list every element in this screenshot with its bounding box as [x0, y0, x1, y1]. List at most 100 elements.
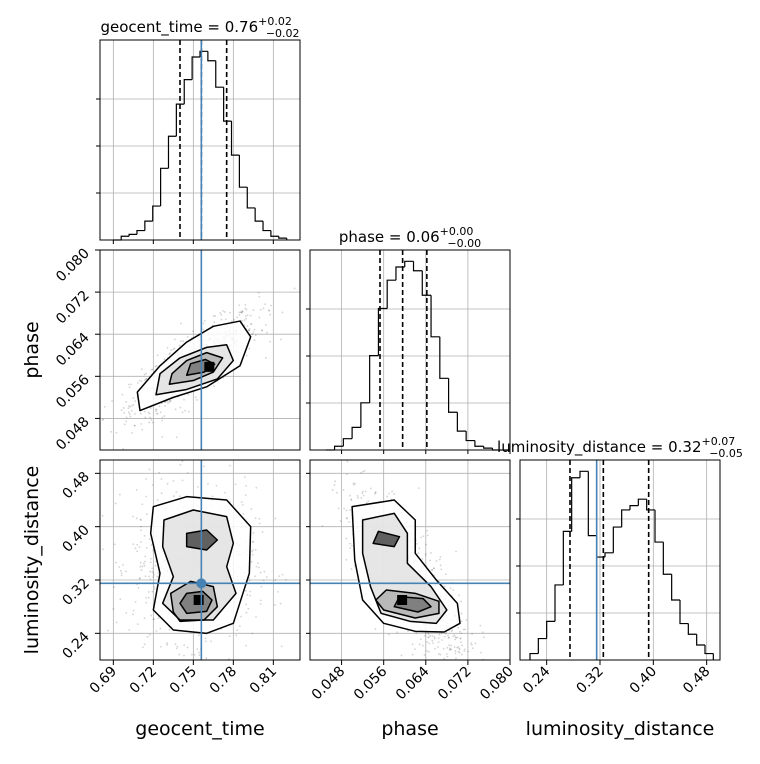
scatter-point: [120, 574, 123, 577]
scatter-point: [244, 307, 247, 310]
y-tick-label: 0.32: [59, 576, 92, 609]
scatter-point: [255, 486, 258, 489]
title-minus: −0.05: [709, 447, 743, 460]
y-tick-label: 0.048: [53, 414, 93, 454]
scatter-point: [281, 311, 284, 314]
scatter-point: [198, 654, 201, 656]
scatter-point: [450, 630, 453, 633]
scatter-point: [480, 702, 482, 704]
scatter-point: [418, 547, 421, 550]
scatter-point: [155, 412, 158, 415]
scatter-point: [426, 534, 429, 537]
scatter-point: [154, 408, 157, 411]
scatter-point: [140, 525, 142, 528]
scatter-point: [249, 314, 252, 317]
scatter-point: [365, 502, 368, 504]
scatter-point: [238, 313, 241, 316]
scatter-point: [457, 645, 460, 648]
scatter-point: [158, 405, 161, 408]
scatter-point: [440, 632, 443, 635]
scatter-point: [224, 318, 227, 321]
scatter-point: [346, 413, 348, 415]
scatter-point: [245, 308, 248, 311]
scatter-point: [169, 399, 172, 402]
scatter-point: [149, 416, 152, 419]
scatter-point: [235, 634, 238, 637]
scatter-point: [438, 633, 441, 636]
hist-bar: [404, 260, 414, 267]
scatter-point: [362, 494, 365, 497]
scatter-point: [349, 494, 351, 497]
scatter-point: [156, 575, 159, 578]
scatter-point: [151, 368, 154, 371]
scatter-point: [260, 329, 263, 332]
scatter-point: [128, 405, 130, 407]
contour-line: [375, 589, 440, 619]
scatter-point: [151, 567, 154, 570]
scatter-point: [125, 612, 128, 614]
scatter-point: [439, 556, 442, 558]
scatter-point: [423, 654, 426, 656]
scatter-point: [204, 640, 207, 643]
scatter-point: [293, 287, 296, 290]
scatter-point: [210, 640, 212, 643]
scatter-point: [411, 653, 414, 656]
hist-bar: [456, 412, 467, 432]
scatter-point: [144, 555, 147, 558]
x-tick-label: 0.056: [351, 663, 391, 703]
scatter-point: [241, 504, 244, 506]
scatter-point: [112, 608, 115, 610]
scatter-point: [460, 620, 463, 623]
scatter-point: [178, 344, 181, 347]
scatter-point: [238, 625, 241, 628]
scatter-point: [242, 512, 245, 515]
scatter-point: [465, 619, 468, 621]
hist-bar: [351, 426, 361, 439]
scatter-point: [137, 587, 140, 589]
scatter-point: [197, 651, 200, 654]
hist-bar: [175, 103, 185, 137]
scatter-point: [433, 637, 436, 640]
scatter-point: [258, 566, 260, 569]
scatter-point: [342, 489, 345, 491]
scatter-point: [173, 347, 176, 350]
scatter-point: [458, 647, 461, 650]
scatter-point: [424, 552, 427, 555]
scatter-point: [132, 543, 135, 546]
scatter-point: [441, 639, 443, 641]
scatter-point: [155, 408, 158, 411]
hist-bar: [704, 644, 714, 655]
scatter-point: [426, 641, 429, 643]
scatter-point: [460, 632, 463, 635]
scatter-point: [213, 385, 215, 388]
scatter-point: [252, 532, 255, 534]
x-tick-label: 0.080: [477, 664, 517, 704]
scatter-point: [130, 383, 132, 386]
scatter-point: [127, 411, 130, 414]
scatter-point: [161, 435, 164, 438]
scatter-point: [346, 460, 349, 463]
scatter-point: [139, 577, 141, 580]
hist-title-phase: phase = 0.06+0.00 −0.00: [339, 225, 481, 250]
scatter-point: [479, 676, 481, 678]
hist-bar: [571, 477, 580, 532]
hist-bar: [579, 470, 589, 478]
scatter-point: [259, 308, 262, 311]
scatter-point: [186, 336, 189, 338]
scatter-point: [258, 295, 261, 298]
scatter-point: [161, 419, 164, 422]
scatter-point: [481, 631, 484, 634]
scatter-point: [132, 403, 135, 406]
scatter-point: [152, 576, 155, 578]
hist-bar: [262, 221, 271, 232]
scatter-point: [362, 470, 364, 473]
scatter-point: [197, 634, 200, 637]
scatter-point: [140, 569, 143, 571]
hist-bar: [621, 509, 630, 528]
scatter-point: [164, 405, 167, 407]
scatter-point: [211, 495, 214, 498]
scatter-point: [349, 509, 352, 511]
scatter-point: [273, 604, 276, 606]
hist-bar: [439, 336, 449, 379]
